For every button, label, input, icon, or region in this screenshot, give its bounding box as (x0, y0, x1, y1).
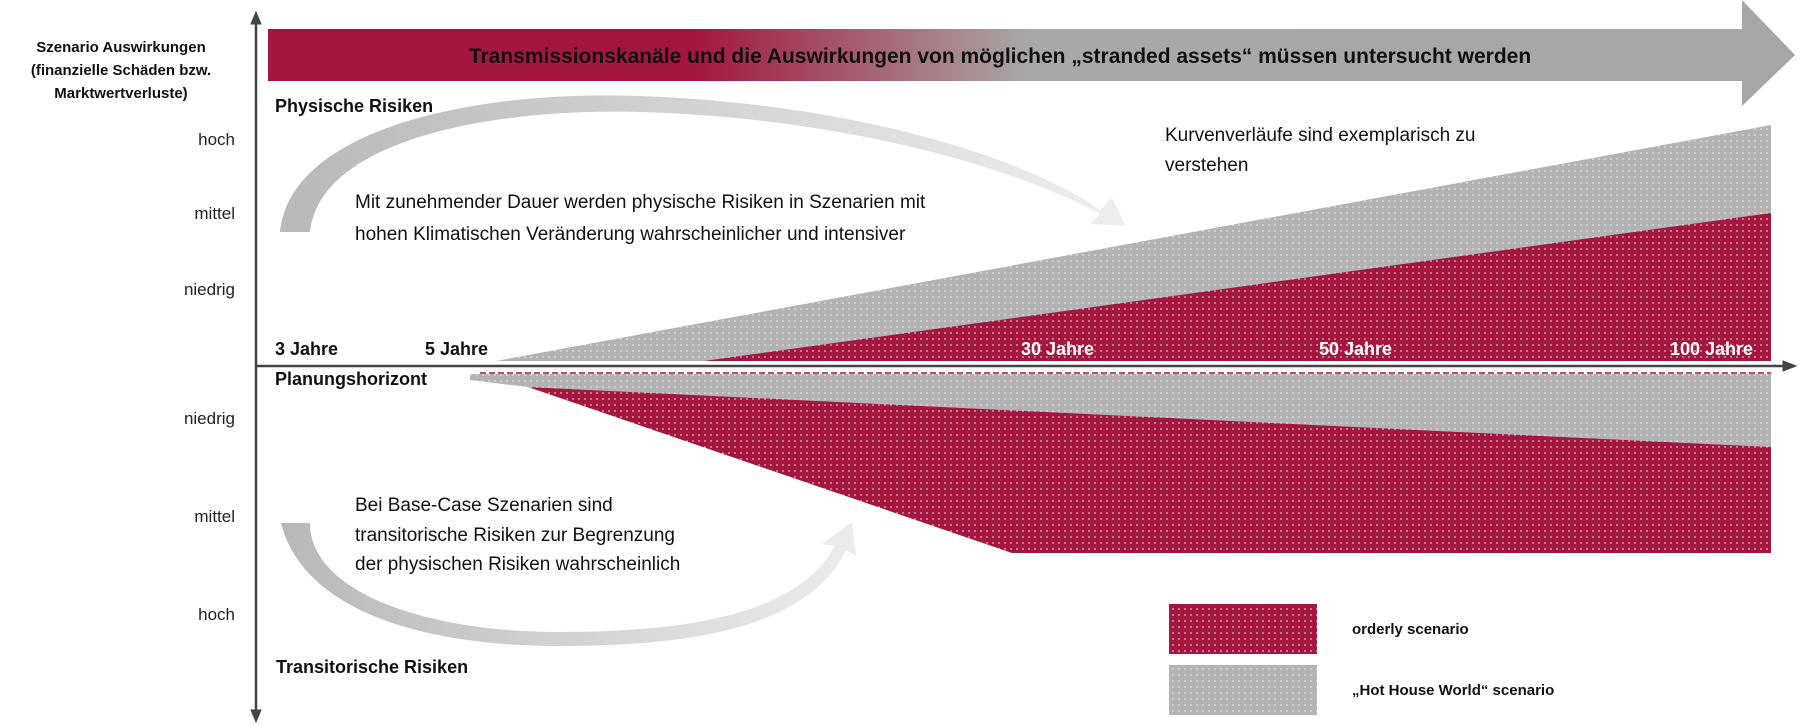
y-axis-title-line: Marktwertverluste) (54, 85, 187, 102)
lower-tick-niedrig: niedrig (184, 409, 235, 428)
time-label-100: 100 Jahre (1670, 339, 1753, 359)
lower-tick-hoch: hoch (198, 605, 235, 624)
lower-note-line: Bei Base-Case Szenarien sind (355, 495, 613, 516)
lower-hot-house-area (470, 374, 1771, 447)
upper-section-title: Physische Risiken (275, 96, 433, 116)
upper-note-line: hohen Klimatischen Veränderung wahrschei… (355, 224, 906, 245)
upper-tick-niedrig: niedrig (184, 280, 235, 299)
y-axis-title-line: Szenario Auswirkungen (36, 39, 205, 56)
legend-label-hot-house: „Hot House World“ scenario (1352, 682, 1554, 699)
lower-note-line: der physischen Risiken wahrscheinlich (355, 554, 680, 575)
legend-swatch-orderly (1169, 604, 1317, 654)
legend-swatch-hot-house (1169, 665, 1317, 715)
time-label-30: 30 Jahre (1021, 339, 1094, 359)
lower-orderly-area (528, 387, 1771, 553)
curve-note-line: Kurvenverläufe sind exemplarisch zu (1165, 125, 1476, 146)
upper-tick-mittel: mittel (194, 204, 235, 223)
curve-note-line: verstehen (1165, 155, 1248, 176)
lower-tick-mittel: mittel (194, 507, 235, 526)
arrow-down-icon (250, 709, 262, 724)
legend-label-orderly: orderly scenario (1352, 621, 1469, 638)
legend: orderly scenario „Hot House World“ scena… (1169, 604, 1554, 715)
lower-section-title: Transitorische Risiken (276, 657, 468, 677)
axes (250, 10, 1798, 724)
time-label-3: 3 Jahre (275, 339, 338, 359)
time-label-5: 5 Jahre (425, 339, 488, 359)
y-axis-title: Szenario Auswirkungen (finanzielle Schäd… (31, 39, 211, 102)
lower-note-line: transitorische Risiken zur Begrenzung (355, 525, 675, 546)
banner-title: Transmissionskanäle und die Auswirkungen… (469, 45, 1531, 68)
banner-arrow: Transmissionskanäle und die Auswirkungen… (268, 0, 1795, 106)
arrow-up-icon (250, 10, 262, 25)
upper-orderly-area (704, 213, 1771, 361)
y-axis-title-line: (finanzielle Schäden bzw. (31, 62, 211, 79)
upper-note-line: Mit zunehmender Dauer werden physische R… (355, 192, 926, 213)
upper-tick-hoch: hoch (198, 130, 235, 149)
time-label-50: 50 Jahre (1319, 339, 1392, 359)
arrow-right-icon (1782, 360, 1798, 372)
planning-horizon-label: Planungshorizont (275, 369, 427, 389)
